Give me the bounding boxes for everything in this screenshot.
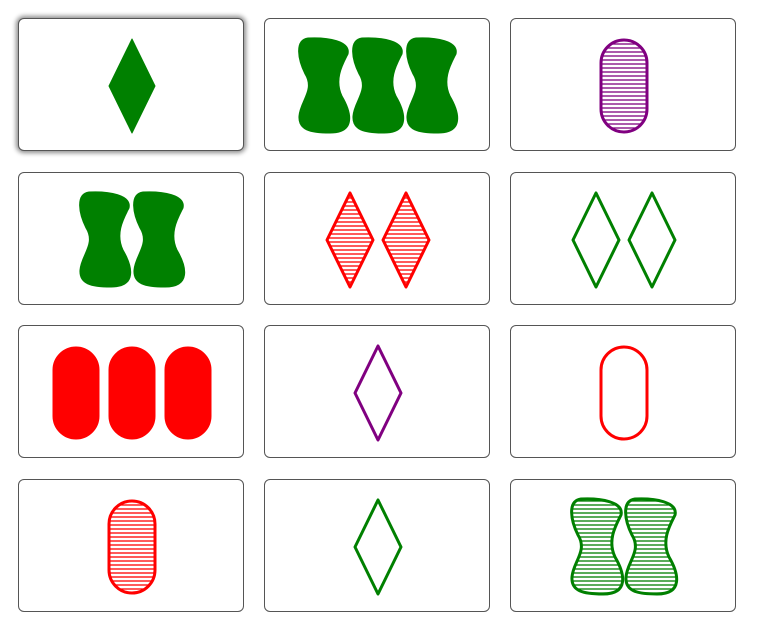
- set-card[interactable]: [264, 325, 490, 458]
- set-card[interactable]: [18, 479, 244, 612]
- set-card[interactable]: [510, 325, 736, 458]
- card-symbols: [599, 345, 649, 441]
- set-card[interactable]: [18, 18, 244, 151]
- squiggle-symbol: [298, 37, 351, 134]
- card-symbols: [353, 498, 403, 596]
- set-card[interactable]: [18, 325, 244, 458]
- card-symbols: [107, 499, 157, 595]
- set-card[interactable]: [264, 479, 490, 612]
- squiggle-symbol: [406, 37, 459, 134]
- set-card[interactable]: [510, 18, 736, 151]
- oval-symbol: [599, 345, 649, 441]
- oval-symbol: [599, 38, 649, 134]
- squiggle-symbol: [624, 497, 679, 596]
- oval-symbol: [107, 499, 157, 595]
- card-symbols: [108, 38, 156, 134]
- set-card[interactable]: [264, 172, 490, 305]
- set-card[interactable]: [264, 18, 490, 151]
- oval-symbol: [164, 346, 212, 440]
- card-symbols: [571, 191, 677, 289]
- set-card[interactable]: [510, 172, 736, 305]
- diamond-symbol: [325, 191, 375, 289]
- diamond-symbol: [627, 191, 677, 289]
- squiggle-symbol: [570, 497, 625, 596]
- squiggle-symbol: [133, 191, 186, 288]
- oval-symbol: [108, 346, 156, 440]
- diamond-symbol: [353, 344, 403, 442]
- oval-symbol: [52, 346, 100, 440]
- card-symbols: [353, 344, 403, 442]
- card-symbols: [599, 38, 649, 134]
- set-card[interactable]: [510, 479, 736, 612]
- diamond-symbol: [571, 191, 621, 289]
- diamond-symbol: [108, 38, 156, 134]
- card-symbols: [298, 37, 459, 134]
- squiggle-symbol: [352, 37, 405, 134]
- card-symbols: [52, 346, 212, 440]
- card-symbols: [325, 191, 431, 289]
- diamond-symbol: [353, 498, 403, 596]
- diamond-symbol: [381, 191, 431, 289]
- card-symbols: [570, 497, 679, 596]
- squiggle-symbol: [79, 191, 132, 288]
- card-symbols: [79, 191, 186, 288]
- set-card[interactable]: [18, 172, 244, 305]
